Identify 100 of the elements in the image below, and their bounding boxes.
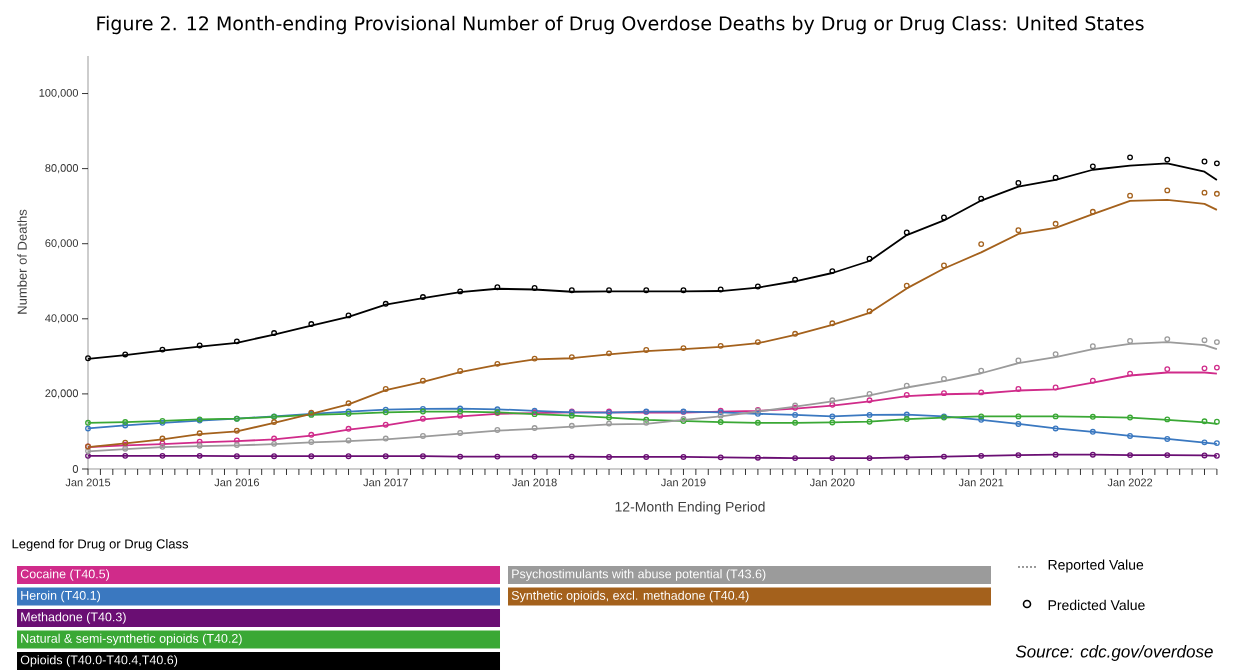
x-tick-label: Jan 2017 — [363, 478, 408, 487]
point — [457, 368, 464, 374]
text: Reported Value — [1048, 559, 1144, 573]
point — [568, 422, 575, 429]
point — [1164, 452, 1171, 459]
point — [1089, 413, 1096, 420]
point — [1089, 163, 1096, 170]
point — [308, 431, 315, 438]
point — [271, 419, 278, 425]
x-axis-title: 12-Month Ending Period — [615, 501, 765, 515]
point — [606, 454, 612, 460]
point — [903, 282, 910, 289]
y-tick-label: 60,000 — [45, 239, 79, 249]
point — [271, 435, 278, 442]
point — [1015, 227, 1022, 234]
point — [829, 320, 836, 327]
point — [1201, 337, 1208, 344]
point — [457, 453, 464, 460]
point — [941, 390, 947, 397]
point — [903, 416, 910, 422]
point — [866, 411, 873, 418]
point — [1127, 414, 1134, 421]
point — [1164, 366, 1171, 373]
point — [866, 255, 873, 262]
text: Heroin (T40.1) — [21, 590, 100, 603]
point — [1015, 179, 1022, 186]
point — [420, 377, 426, 384]
point — [978, 195, 985, 202]
point — [122, 452, 129, 459]
point — [1213, 339, 1220, 346]
point — [903, 229, 910, 236]
y-tick-label: 100,000 — [39, 89, 79, 99]
point — [606, 414, 612, 421]
point — [382, 435, 389, 442]
point — [866, 455, 873, 462]
point — [866, 397, 873, 404]
x-tick-label: Jan 2016 — [214, 478, 259, 487]
point — [233, 338, 240, 345]
point — [568, 287, 575, 294]
point — [1201, 418, 1208, 425]
point — [866, 308, 873, 315]
y-axis-title: Number of Deaths — [17, 209, 27, 314]
point — [1127, 338, 1134, 344]
point — [420, 415, 426, 422]
point — [792, 411, 799, 418]
x-tick-label: Jan 2019 — [661, 478, 706, 487]
point — [233, 453, 240, 460]
x-tick-label: Jan 2018 — [512, 478, 557, 487]
point — [494, 284, 501, 291]
point — [1052, 174, 1059, 181]
y-tick-label: 40,000 — [45, 314, 79, 324]
point — [1164, 416, 1171, 423]
point — [122, 445, 129, 452]
point — [420, 453, 426, 460]
point — [643, 347, 650, 353]
point — [196, 442, 203, 449]
point — [1015, 420, 1022, 427]
point — [122, 351, 129, 358]
text: Synthetic opioids, excl. methadone (T40.4) — [511, 590, 749, 603]
point — [159, 452, 166, 459]
point — [941, 262, 947, 269]
point — [717, 342, 724, 349]
point — [494, 360, 501, 367]
point — [1089, 343, 1096, 350]
point — [754, 419, 761, 426]
point — [717, 454, 724, 461]
point — [829, 455, 836, 462]
point — [829, 397, 836, 404]
point — [531, 285, 538, 291]
point — [829, 268, 836, 275]
x-tick-label: Jan 2021 — [958, 478, 1004, 487]
point — [754, 283, 761, 290]
point — [680, 345, 687, 352]
point — [680, 454, 687, 460]
point — [271, 440, 278, 447]
point — [903, 382, 910, 389]
point — [233, 427, 240, 434]
point — [1052, 451, 1059, 458]
point — [122, 419, 129, 425]
point — [978, 452, 985, 459]
point — [568, 453, 575, 460]
point — [308, 321, 315, 328]
legend-title: Legend for Drug or Drug Class — [12, 538, 189, 552]
point — [494, 453, 501, 460]
point — [792, 276, 799, 283]
point — [1164, 336, 1171, 343]
point — [1052, 351, 1059, 358]
point — [1213, 190, 1220, 197]
point — [941, 214, 947, 221]
point — [345, 453, 352, 460]
point — [1213, 160, 1220, 167]
x-tick-label: Jan 2022 — [1107, 478, 1153, 487]
point — [382, 300, 389, 307]
point — [866, 390, 873, 397]
point — [792, 330, 799, 337]
point — [531, 355, 538, 362]
point — [978, 241, 985, 248]
point — [1052, 413, 1059, 420]
y-tick-label: 20,000 — [45, 389, 79, 399]
point — [494, 426, 501, 433]
